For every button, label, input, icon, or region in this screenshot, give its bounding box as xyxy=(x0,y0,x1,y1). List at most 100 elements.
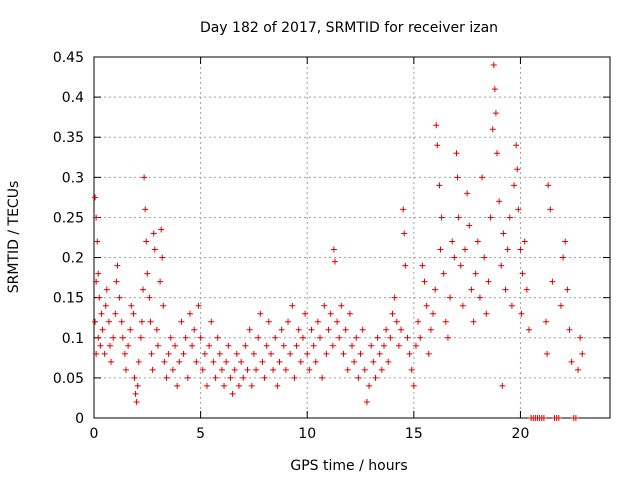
data-point xyxy=(295,326,302,333)
data-point xyxy=(504,246,511,253)
x-tick-label: 5 xyxy=(196,426,205,442)
data-point xyxy=(302,310,309,317)
data-point xyxy=(227,374,234,381)
data-point xyxy=(92,194,99,201)
y-tick-label: 0.45 xyxy=(53,50,84,66)
data-point xyxy=(363,398,370,405)
x-tick-label: 0 xyxy=(90,426,99,442)
data-point xyxy=(474,238,481,245)
data-point xyxy=(134,382,141,389)
data-point xyxy=(338,302,345,309)
data-point xyxy=(93,350,100,357)
data-point xyxy=(459,302,466,309)
data-point xyxy=(189,342,196,349)
data-point xyxy=(421,278,428,285)
data-point xyxy=(314,318,321,325)
data-point xyxy=(174,382,181,389)
data-point xyxy=(454,174,461,181)
data-point xyxy=(140,286,147,293)
data-point xyxy=(543,318,550,325)
data-point xyxy=(125,342,132,349)
data-point xyxy=(544,350,551,357)
plot-frame xyxy=(93,56,611,419)
y-tick-label: 0.4 xyxy=(62,90,84,106)
y-axis-label: SRMTID / TECUs xyxy=(6,181,22,294)
y-tick-label: 0.35 xyxy=(53,130,84,146)
data-point xyxy=(406,350,413,357)
data-point xyxy=(404,334,411,341)
data-point xyxy=(199,366,206,373)
data-point xyxy=(144,270,151,277)
data-point xyxy=(419,262,426,269)
y-tick-label: 0.25 xyxy=(53,210,84,226)
data-point xyxy=(235,382,242,389)
data-point xyxy=(415,318,422,325)
data-point xyxy=(201,350,208,357)
data-point xyxy=(229,390,236,397)
data-point xyxy=(204,382,211,389)
data-point xyxy=(137,334,144,341)
data-point xyxy=(398,326,405,333)
data-point xyxy=(280,342,287,349)
data-point xyxy=(167,334,174,341)
data-point xyxy=(433,122,440,129)
data-point xyxy=(500,230,507,237)
data-point xyxy=(492,110,499,117)
data-point xyxy=(163,374,170,381)
data-point xyxy=(376,350,383,357)
data-point xyxy=(555,415,562,421)
data-point xyxy=(366,382,373,389)
data-point xyxy=(547,206,554,213)
data-point xyxy=(95,270,102,277)
data-point xyxy=(389,310,396,317)
data-point xyxy=(93,214,100,221)
data-point xyxy=(523,286,530,293)
data-point xyxy=(455,214,462,221)
data-point xyxy=(131,374,138,381)
data-point xyxy=(110,334,117,341)
data-point xyxy=(483,310,490,317)
data-point xyxy=(135,358,142,365)
data-point xyxy=(270,366,277,373)
data-point xyxy=(568,358,575,365)
data-point xyxy=(113,278,120,285)
data-point xyxy=(103,286,110,293)
data-point xyxy=(444,334,451,341)
data-point xyxy=(464,190,471,197)
data-point xyxy=(513,142,520,149)
data-point xyxy=(263,342,270,349)
data-point xyxy=(353,334,360,341)
x-axis-label: GPS time / hours xyxy=(290,458,407,474)
data-point xyxy=(498,262,505,269)
data-point xyxy=(493,150,500,157)
data-point xyxy=(221,382,228,389)
data-point xyxy=(489,126,496,133)
data-point xyxy=(331,258,338,265)
data-point xyxy=(566,326,573,333)
data-point xyxy=(149,366,156,373)
data-point xyxy=(383,326,390,333)
data-point xyxy=(238,358,245,365)
data-point xyxy=(122,366,129,373)
data-point xyxy=(340,350,347,357)
data-point xyxy=(138,318,145,325)
data-point xyxy=(242,342,249,349)
data-point xyxy=(133,398,140,405)
data-point xyxy=(154,342,161,349)
data-point xyxy=(515,206,522,213)
data-point xyxy=(244,366,251,373)
data-point xyxy=(278,326,285,333)
y-tick-labels: 0 0.05 0.1 0.15 0.2 0.25 0.3 0.35 0.4 0.45 xyxy=(53,50,84,427)
data-point xyxy=(248,382,255,389)
data-point xyxy=(319,374,326,381)
data-point xyxy=(195,302,202,309)
data-point xyxy=(440,270,447,277)
data-point xyxy=(147,318,154,325)
y-tick-label: 0.15 xyxy=(53,291,84,307)
data-point xyxy=(317,334,324,341)
data-point xyxy=(310,342,317,349)
data-point xyxy=(481,254,488,261)
data-point xyxy=(231,366,238,373)
data-point xyxy=(146,294,153,301)
